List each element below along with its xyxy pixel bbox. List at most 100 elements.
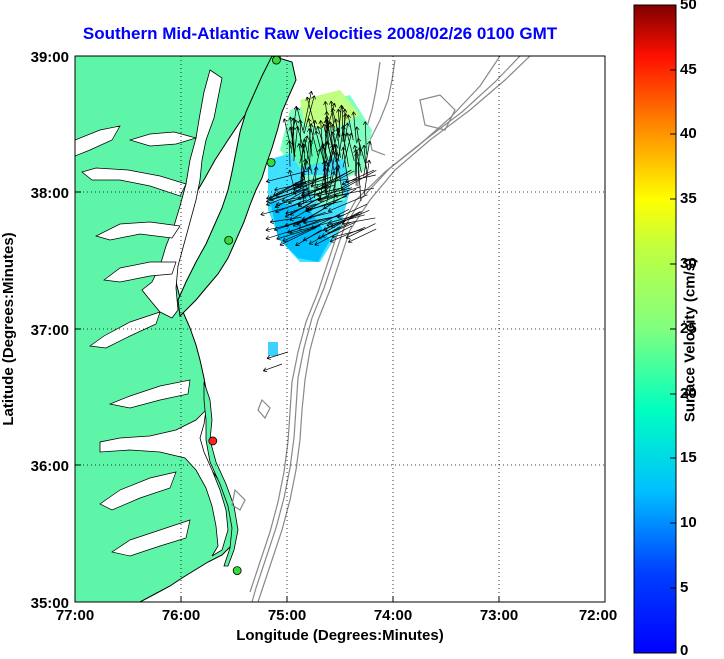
bathymetry-contours [231, 56, 531, 602]
velocity-arrow [308, 139, 313, 170]
colorbar-tick-label: 10 [680, 514, 697, 531]
velocity-arrow [314, 225, 353, 246]
velocity-arrow [306, 123, 314, 160]
velocity-arrow [345, 223, 376, 239]
velocity-arrow [262, 363, 283, 372]
y-tick-label: 36:00 [31, 458, 69, 475]
velocity-arrow [282, 226, 317, 243]
y-tick-label: 39:00 [31, 49, 69, 66]
velocity-arrow [363, 140, 372, 177]
velocity-vectors [260, 90, 377, 372]
velocity-arrow [302, 138, 313, 174]
velocity-arrow [260, 203, 301, 217]
velocity-arrow [288, 116, 295, 157]
velocity-arrow [328, 213, 360, 225]
x-axis-label: Longitude (Degrees:Minutes) [236, 627, 444, 644]
colorbar-tick-label: 30 [680, 255, 697, 272]
velocity-arrow [295, 107, 304, 133]
velocity-arrow [321, 222, 351, 238]
colorbar-tick-label: 45 [680, 61, 697, 78]
y-axis-label: Latitude (Degrees:Minutes) [0, 232, 17, 425]
x-tick-label: 76:00 [162, 607, 200, 624]
colorbar-tick-label: 0 [680, 642, 689, 659]
radar-site-marker [232, 566, 242, 576]
velocity-arrow [289, 198, 319, 216]
x-tick-label: 77:00 [56, 607, 94, 624]
velocity-arrow [316, 125, 329, 162]
velocity-arrow [274, 182, 306, 192]
radar-site-marker [224, 235, 234, 245]
colorbar-tick-label: 35 [680, 190, 697, 207]
x-tick-label: 73:00 [480, 607, 518, 624]
velocity-arrow [324, 111, 330, 142]
velocity-arrow [341, 132, 349, 167]
velocity-arrow [327, 194, 368, 213]
colorbar-tick-label: 20 [680, 385, 697, 402]
x-tick-label: 72:00 [579, 607, 617, 624]
velocity-arrow [315, 169, 352, 189]
radar-sites [208, 55, 281, 576]
velocity-arrow [269, 216, 302, 224]
velocity-arrow [275, 196, 307, 207]
velocity-arrow [303, 95, 316, 134]
velocity-arrow [334, 152, 340, 180]
velocity-arrow [345, 174, 376, 184]
colorbar-tick-label: 25 [680, 320, 697, 337]
velocity-arrow [265, 228, 299, 241]
y-tick-label: 38:00 [31, 185, 69, 202]
colorbar-tick-label: 15 [680, 449, 697, 466]
colorbar-tick-label: 50 [680, 0, 697, 13]
velocity-arrow [347, 228, 377, 244]
radar-site-marker [266, 158, 276, 167]
velocity-arrow [310, 178, 349, 188]
map-title: Southern Mid-Atlantic Raw Velocities 200… [82, 24, 558, 43]
velocity-arrow [324, 143, 337, 181]
radar-site-marker [271, 55, 281, 65]
velocity-arrow [345, 132, 355, 161]
velocity-arrow [307, 200, 343, 212]
chesapeake-bay [141, 69, 223, 319]
velocity-arrow [290, 126, 296, 154]
velocity-arrow [266, 351, 289, 360]
y-tick-label: 35:00 [31, 595, 69, 612]
velocity-arrow [353, 149, 359, 177]
velocity-arrow [305, 96, 317, 133]
velocity-arrow [282, 118, 292, 149]
velocity-arrow [269, 187, 310, 202]
velocity-arrow [293, 176, 332, 191]
velocity-arrow [265, 220, 308, 232]
velocity-arrow [351, 111, 357, 144]
velocity-arrow [276, 225, 321, 241]
velocity-arrow [302, 224, 333, 242]
velocity-arrow [324, 211, 362, 233]
velocity-arrow [303, 90, 314, 131]
velocity-arrow [337, 104, 344, 141]
land-delmarva [177, 56, 297, 318]
velocity-arrow [337, 203, 368, 219]
radar-site-marker [208, 436, 218, 446]
grid-lines [75, 56, 605, 602]
velocity-arrow [300, 185, 330, 197]
velocity-arrow [329, 100, 335, 132]
velocity-arrow [357, 147, 362, 187]
velocity-arrow [300, 144, 306, 185]
colorbar [633, 4, 677, 654]
velocity-arrow [279, 226, 318, 246]
velocity-arrow [342, 113, 348, 142]
pamlico-sound [99, 408, 229, 557]
velocity-arrow [354, 126, 362, 156]
x-tick-label: 75:00 [268, 607, 306, 624]
colorbar-label: Surface Velocity (cm/s) [681, 257, 699, 423]
velocity-arrow [322, 167, 328, 195]
y-tick-label: 37:00 [31, 322, 69, 339]
colorbar-tick-label: 5 [680, 579, 689, 596]
velocity-arrow [265, 170, 309, 184]
velocity-arrow [361, 144, 368, 176]
velocity-arrow [329, 226, 366, 243]
velocity-arrow [362, 121, 368, 155]
velocity-arrow [318, 120, 324, 147]
velocity-arrow [323, 101, 330, 134]
velocity-arrow [341, 122, 350, 160]
velocity-arrow [297, 194, 339, 206]
